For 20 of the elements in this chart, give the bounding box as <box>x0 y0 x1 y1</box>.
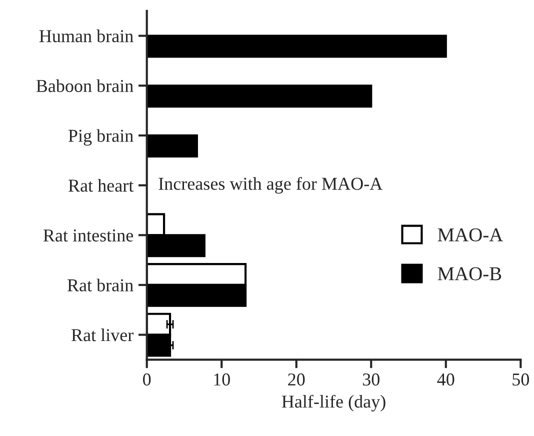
y-tick-label: Baboon brain <box>36 79 134 92</box>
y-tick-label: Rat brain <box>67 278 134 292</box>
y-tick-label: Rat heart <box>68 179 134 192</box>
x-tick-label: 50 <box>512 373 529 386</box>
y-tick-label: Pig brain <box>68 129 134 146</box>
x-tick-label: 40 <box>437 373 454 386</box>
y-tick-label: Rat intestine <box>43 229 134 242</box>
x-axis-title: Half-life (day) <box>282 394 386 412</box>
annotation: Increases with age for MAO-A <box>158 176 383 194</box>
bar <box>146 84 372 108</box>
y-tick-label: Rat liver <box>72 328 134 342</box>
bar <box>146 34 447 58</box>
x-tick-label: 0 <box>143 373 151 386</box>
x-tick-label: 20 <box>288 373 305 386</box>
legend-label: MAO-A <box>438 228 504 242</box>
bar <box>146 134 198 158</box>
x-tick-label: 10 <box>214 373 230 386</box>
legend-label: MAO-B <box>438 267 502 280</box>
y-tick-label: Human brain <box>39 30 134 42</box>
x-tick-label: 30 <box>362 373 380 386</box>
